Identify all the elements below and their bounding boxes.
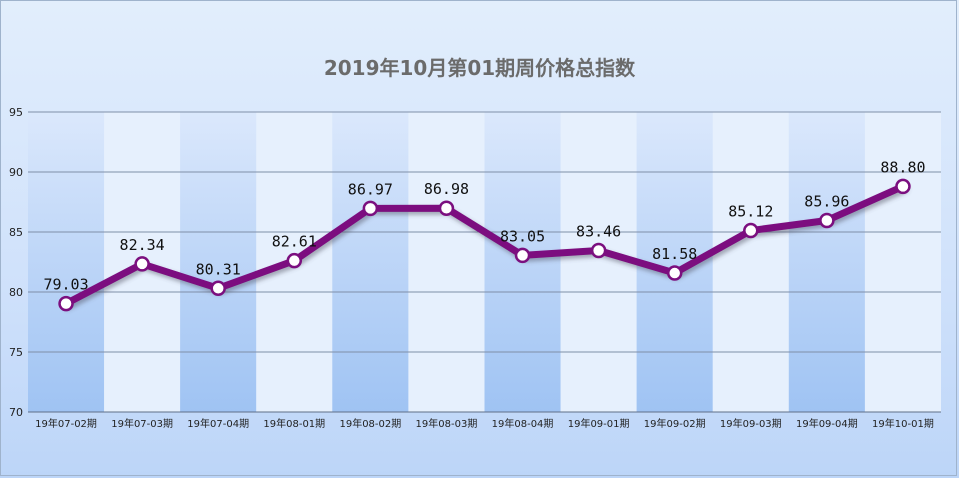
y-tick-label: 80 — [9, 286, 23, 299]
data-label: 86.98 — [424, 180, 469, 198]
data-point[interactable] — [743, 222, 759, 239]
data-label: 82.34 — [120, 236, 165, 254]
data-label: 80.31 — [196, 260, 241, 278]
x-axis: 19年07-02期 19年07-03期 19年07-04期 19年08-01期 19年0… — [35, 417, 934, 430]
series-line-path — [62, 182, 907, 308]
y-tick-label: 90 — [9, 166, 23, 179]
chart-title: 2019年10月第01期周价格总指数 — [323, 56, 636, 80]
x-tick-label: 19年08-03期 — [416, 417, 478, 430]
data-point[interactable] — [210, 280, 226, 297]
plot-band — [180, 112, 257, 412]
series-line — [58, 178, 911, 312]
plot-band — [560, 112, 637, 412]
y-tick-label: 95 — [9, 106, 23, 119]
y-tick-label: 85 — [9, 226, 23, 239]
y-tick-label: 75 — [9, 346, 23, 359]
x-tick-label: 19年07-02期 — [35, 417, 97, 430]
data-point[interactable] — [819, 212, 835, 229]
x-tick-label: 19年10-01期 — [872, 417, 934, 430]
x-tick-label: 19年09-04期 — [796, 417, 858, 430]
data-point[interactable] — [286, 252, 303, 269]
plot-bands — [28, 112, 941, 412]
plot-band — [332, 112, 409, 412]
plot-band — [788, 112, 865, 412]
data-point[interactable] — [362, 200, 379, 217]
data-label: 85.96 — [804, 192, 849, 210]
data-point[interactable] — [590, 242, 607, 259]
y-axis: 70 75 80 85 90 95 — [9, 106, 23, 419]
data-point[interactable] — [58, 295, 74, 312]
plot-band — [28, 112, 105, 412]
data-label: 81.58 — [652, 245, 697, 263]
x-tick-label: 19年09-01期 — [568, 417, 630, 430]
plot-band — [408, 112, 485, 412]
x-tick-label: 19年07-04期 — [187, 417, 249, 430]
data-label: 82.61 — [272, 233, 317, 251]
data-point[interactable] — [666, 265, 683, 281]
data-point[interactable] — [134, 256, 150, 272]
data-point[interactable] — [895, 178, 911, 195]
data-label: 83.46 — [576, 222, 621, 240]
x-tick-label: 19年09-03期 — [720, 417, 782, 430]
x-tick-label: 19年09-02期 — [644, 417, 706, 430]
data-point[interactable] — [438, 200, 455, 216]
x-tick-label: 19年08-01期 — [263, 417, 325, 430]
data-label: 88.80 — [880, 158, 925, 176]
data-label: 79.03 — [43, 276, 88, 294]
x-tick-label: 19年07-03期 — [111, 417, 173, 430]
x-tick-label: 19年08-04期 — [492, 417, 554, 430]
data-label: 86.97 — [348, 180, 393, 198]
x-tick-label: 19年08-02期 — [339, 417, 401, 430]
y-tick-label: 70 — [9, 406, 23, 419]
gridlines — [28, 111, 941, 413]
data-label: 85.12 — [728, 203, 773, 221]
plot-band — [864, 112, 941, 412]
data-labels: 79.03 82.34 80.31 82.61 86.97 86.98 83.05 83.46… — [43, 158, 925, 293]
data-point[interactable] — [514, 247, 531, 264]
plot-band — [712, 112, 789, 412]
data-label: 83.05 — [500, 227, 545, 245]
